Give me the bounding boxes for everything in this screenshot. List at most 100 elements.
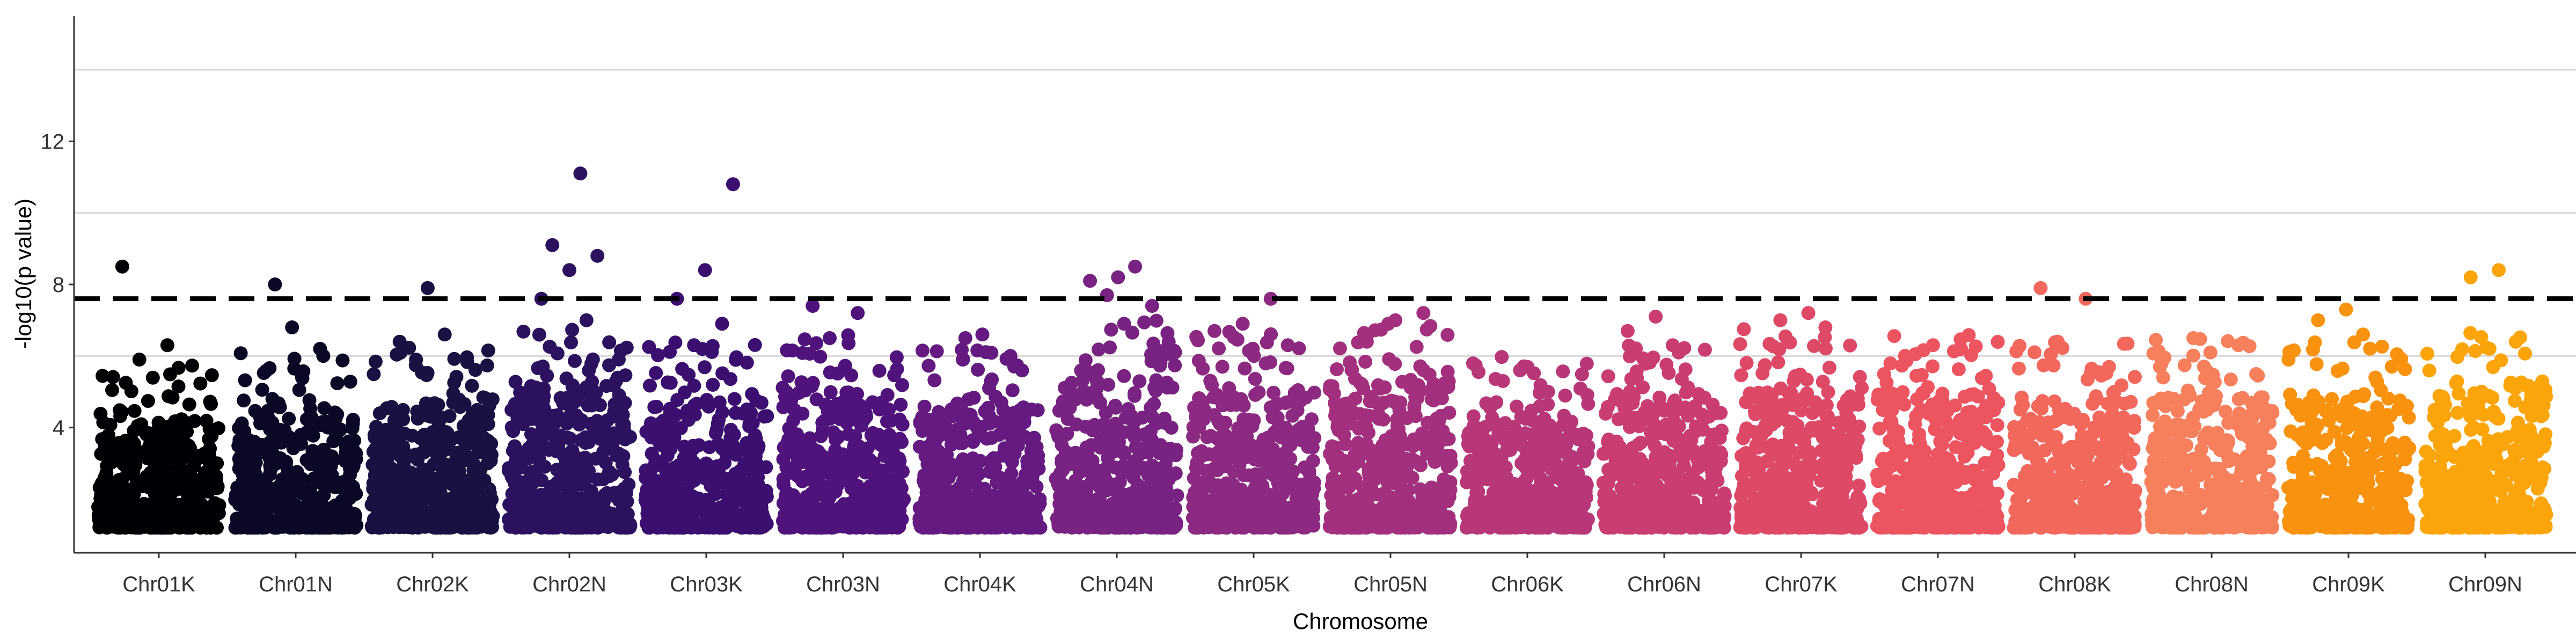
data-point — [709, 422, 724, 437]
data-point — [1191, 446, 1205, 460]
data-point — [307, 471, 321, 486]
data-point — [877, 490, 891, 504]
data-point — [1198, 480, 1213, 494]
data-point — [1414, 458, 1428, 472]
data-point — [1141, 445, 1155, 460]
data-point — [199, 414, 214, 428]
data-point — [185, 358, 199, 373]
data-point — [1192, 391, 1206, 405]
data-point — [1532, 512, 1547, 526]
data-point — [1460, 475, 1474, 489]
data-point — [1285, 408, 1300, 423]
data-point — [1110, 496, 1124, 510]
data-point — [1058, 380, 1072, 395]
data-point — [534, 521, 548, 535]
data-point — [345, 519, 359, 534]
data-point — [895, 435, 909, 449]
data-point — [602, 335, 617, 349]
data-point — [1324, 514, 1339, 528]
data-point — [443, 477, 458, 491]
data-point — [1344, 416, 1358, 431]
data-point — [511, 489, 525, 503]
data-point — [1104, 323, 1118, 337]
peak-point — [958, 331, 972, 345]
data-point — [1580, 388, 1594, 402]
data-point — [114, 477, 129, 492]
data-point — [665, 494, 679, 509]
data-point — [1242, 468, 1256, 482]
data-point — [850, 387, 864, 401]
data-point — [1200, 464, 1214, 478]
data-point — [450, 445, 465, 460]
data-point — [1474, 516, 1489, 531]
data-point — [1351, 492, 1365, 506]
data-point — [575, 496, 589, 510]
data-point — [96, 369, 110, 383]
data-point — [367, 367, 381, 382]
data-point — [1572, 499, 1587, 514]
data-point — [957, 416, 972, 431]
data-point — [790, 427, 804, 442]
data-point — [400, 513, 414, 528]
data-point — [926, 470, 941, 484]
data-point — [108, 503, 123, 518]
data-point — [1196, 361, 1210, 376]
data-point — [824, 508, 839, 522]
data-point — [535, 423, 550, 437]
data-point — [531, 401, 546, 416]
data-point — [986, 451, 1001, 465]
data-point — [586, 352, 600, 367]
data-point — [729, 448, 743, 462]
data-point — [152, 447, 167, 462]
data-point — [1501, 512, 1515, 526]
data-point — [262, 361, 277, 375]
data-point — [741, 501, 756, 516]
data-point — [1440, 328, 1455, 342]
data-point — [143, 437, 157, 451]
data-point — [941, 471, 956, 485]
data-point — [116, 487, 130, 502]
data-point — [1007, 521, 1021, 535]
data-point — [686, 438, 700, 453]
data-point — [1056, 462, 1071, 477]
data-point — [725, 501, 740, 516]
data-point — [1141, 467, 1155, 482]
data-point — [104, 455, 119, 470]
data-point — [1058, 494, 1073, 508]
peak-point — [392, 334, 407, 349]
peak-point — [579, 313, 594, 327]
data-point — [1560, 482, 1574, 497]
data-point — [706, 378, 720, 392]
data-point — [529, 380, 543, 394]
data-point — [892, 476, 906, 491]
data-point — [649, 366, 663, 380]
data-point — [926, 422, 941, 437]
data-point — [1263, 520, 1278, 535]
data-point — [463, 431, 477, 446]
peak-point — [851, 306, 865, 320]
data-point — [295, 506, 309, 520]
data-point — [1067, 479, 1082, 493]
chromosome-points-chr01k — [91, 259, 226, 535]
data-point — [1326, 473, 1341, 488]
data-point — [1358, 355, 1373, 369]
chromosome-points-chr04k — [912, 327, 1048, 535]
data-point — [1344, 363, 1359, 377]
data-point — [448, 466, 463, 480]
data-point — [1306, 454, 1320, 468]
data-point — [246, 464, 260, 478]
data-point — [127, 404, 142, 418]
data-point — [426, 425, 440, 439]
data-point — [1385, 511, 1400, 525]
data-point — [1376, 412, 1391, 427]
data-point — [174, 462, 188, 476]
data-point — [346, 442, 360, 457]
data-point — [1065, 521, 1079, 535]
data-point — [984, 346, 999, 360]
data-point — [241, 511, 256, 526]
data-point — [1441, 432, 1456, 446]
data-point — [1063, 400, 1077, 415]
data-point — [1390, 412, 1404, 427]
data-point — [510, 411, 525, 425]
data-point — [1413, 502, 1428, 517]
